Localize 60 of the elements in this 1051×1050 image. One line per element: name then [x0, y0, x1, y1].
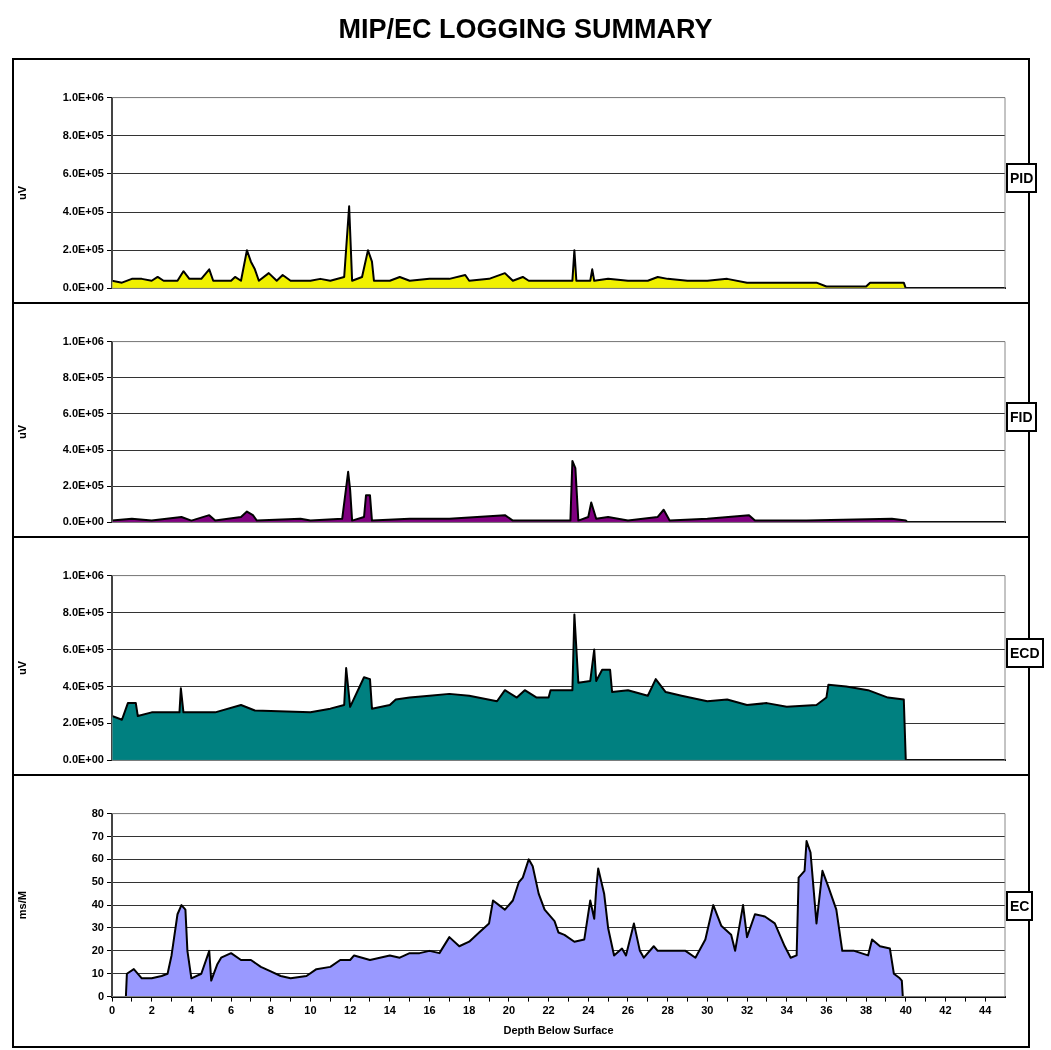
- x-tick-label: 30: [701, 1004, 714, 1017]
- y-axis-title: uV: [15, 660, 28, 676]
- y-axis-title: uV: [15, 185, 28, 201]
- x-tick-label: 40: [899, 1004, 912, 1017]
- y-tick-label: 1.0E+06: [62, 90, 104, 103]
- y-tick-label: 50: [91, 875, 104, 888]
- x-tick-label: 8: [267, 1004, 274, 1017]
- y-tick-label: 6.0E+05: [62, 406, 104, 419]
- text: EC: [1006, 891, 1034, 922]
- text: FID: [1006, 402, 1037, 432]
- y-tick-label: 6.0E+05: [62, 166, 104, 179]
- x-tick-label: 14: [383, 1004, 397, 1017]
- y-tick-label: 0.0E+00: [62, 753, 104, 766]
- x-tick-label: 12: [344, 1004, 357, 1017]
- y-tick-label: 4.0E+05: [62, 205, 104, 218]
- x-tick-label: 42: [939, 1004, 952, 1017]
- x-tick-label: 22: [542, 1004, 555, 1017]
- y-tick-label: 0.0E+00: [62, 515, 104, 528]
- x-tick-label: 38: [859, 1004, 873, 1017]
- y-tick-label: 1.0E+06: [62, 334, 104, 347]
- y-tick-label: 40: [91, 898, 104, 911]
- y-tick-label: 6.0E+05: [62, 642, 104, 655]
- x-tick-label: 10: [304, 1004, 317, 1017]
- y-tick-label: 70: [91, 829, 104, 842]
- text: PID: [1006, 162, 1038, 193]
- x-tick-label: 36: [820, 1004, 833, 1017]
- x-tick-label: 6: [228, 1004, 235, 1017]
- x-tick-label: 0: [108, 1004, 116, 1017]
- y-tick-label: 4.0E+05: [62, 443, 104, 456]
- x-tick-label: 4: [188, 1004, 196, 1017]
- x-tick-label: 2: [148, 1004, 155, 1017]
- y-tick-label: 0.0E+00: [62, 281, 104, 294]
- y-tick-label: 80: [91, 806, 104, 819]
- x-tick-label: 32: [740, 1004, 754, 1017]
- x-tick-label: 20: [502, 1004, 516, 1017]
- y-tick-label: 2.0E+05: [62, 716, 104, 729]
- chart-title: MIP/EC LOGGING SUMMARY: [337, 14, 714, 45]
- y-axis-title: uV: [15, 424, 28, 440]
- x-tick-label: 44: [979, 1004, 993, 1017]
- text: ECD: [1006, 637, 1044, 668]
- y-tick-label: 8.0E+05: [62, 605, 104, 618]
- y-tick-label: 8.0E+05: [62, 370, 104, 383]
- x-axis-title: Depth Below Surface: [503, 1024, 614, 1037]
- y-tick-label: 0: [97, 989, 104, 1002]
- y-axis-title: ms/M: [15, 891, 28, 920]
- y-tick-label: 10: [91, 966, 104, 979]
- x-tick-label: 34: [780, 1004, 794, 1017]
- x-tick-label: 28: [661, 1004, 674, 1017]
- y-tick-label: 2.0E+05: [62, 243, 104, 256]
- y-tick-label: 60: [91, 852, 104, 865]
- x-tick-label: 24: [582, 1004, 596, 1017]
- y-tick-label: 1.0E+06: [62, 568, 104, 581]
- y-tick-label: 20: [91, 943, 104, 956]
- x-tick-label: 26: [621, 1004, 635, 1017]
- y-tick-label: 2.0E+05: [62, 479, 104, 492]
- x-tick-label: 18: [463, 1004, 476, 1017]
- y-tick-label: 8.0E+05: [62, 128, 104, 141]
- x-tick-label: 16: [423, 1004, 436, 1017]
- y-tick-label: 4.0E+05: [62, 679, 104, 692]
- y-tick-label: 30: [91, 921, 104, 934]
